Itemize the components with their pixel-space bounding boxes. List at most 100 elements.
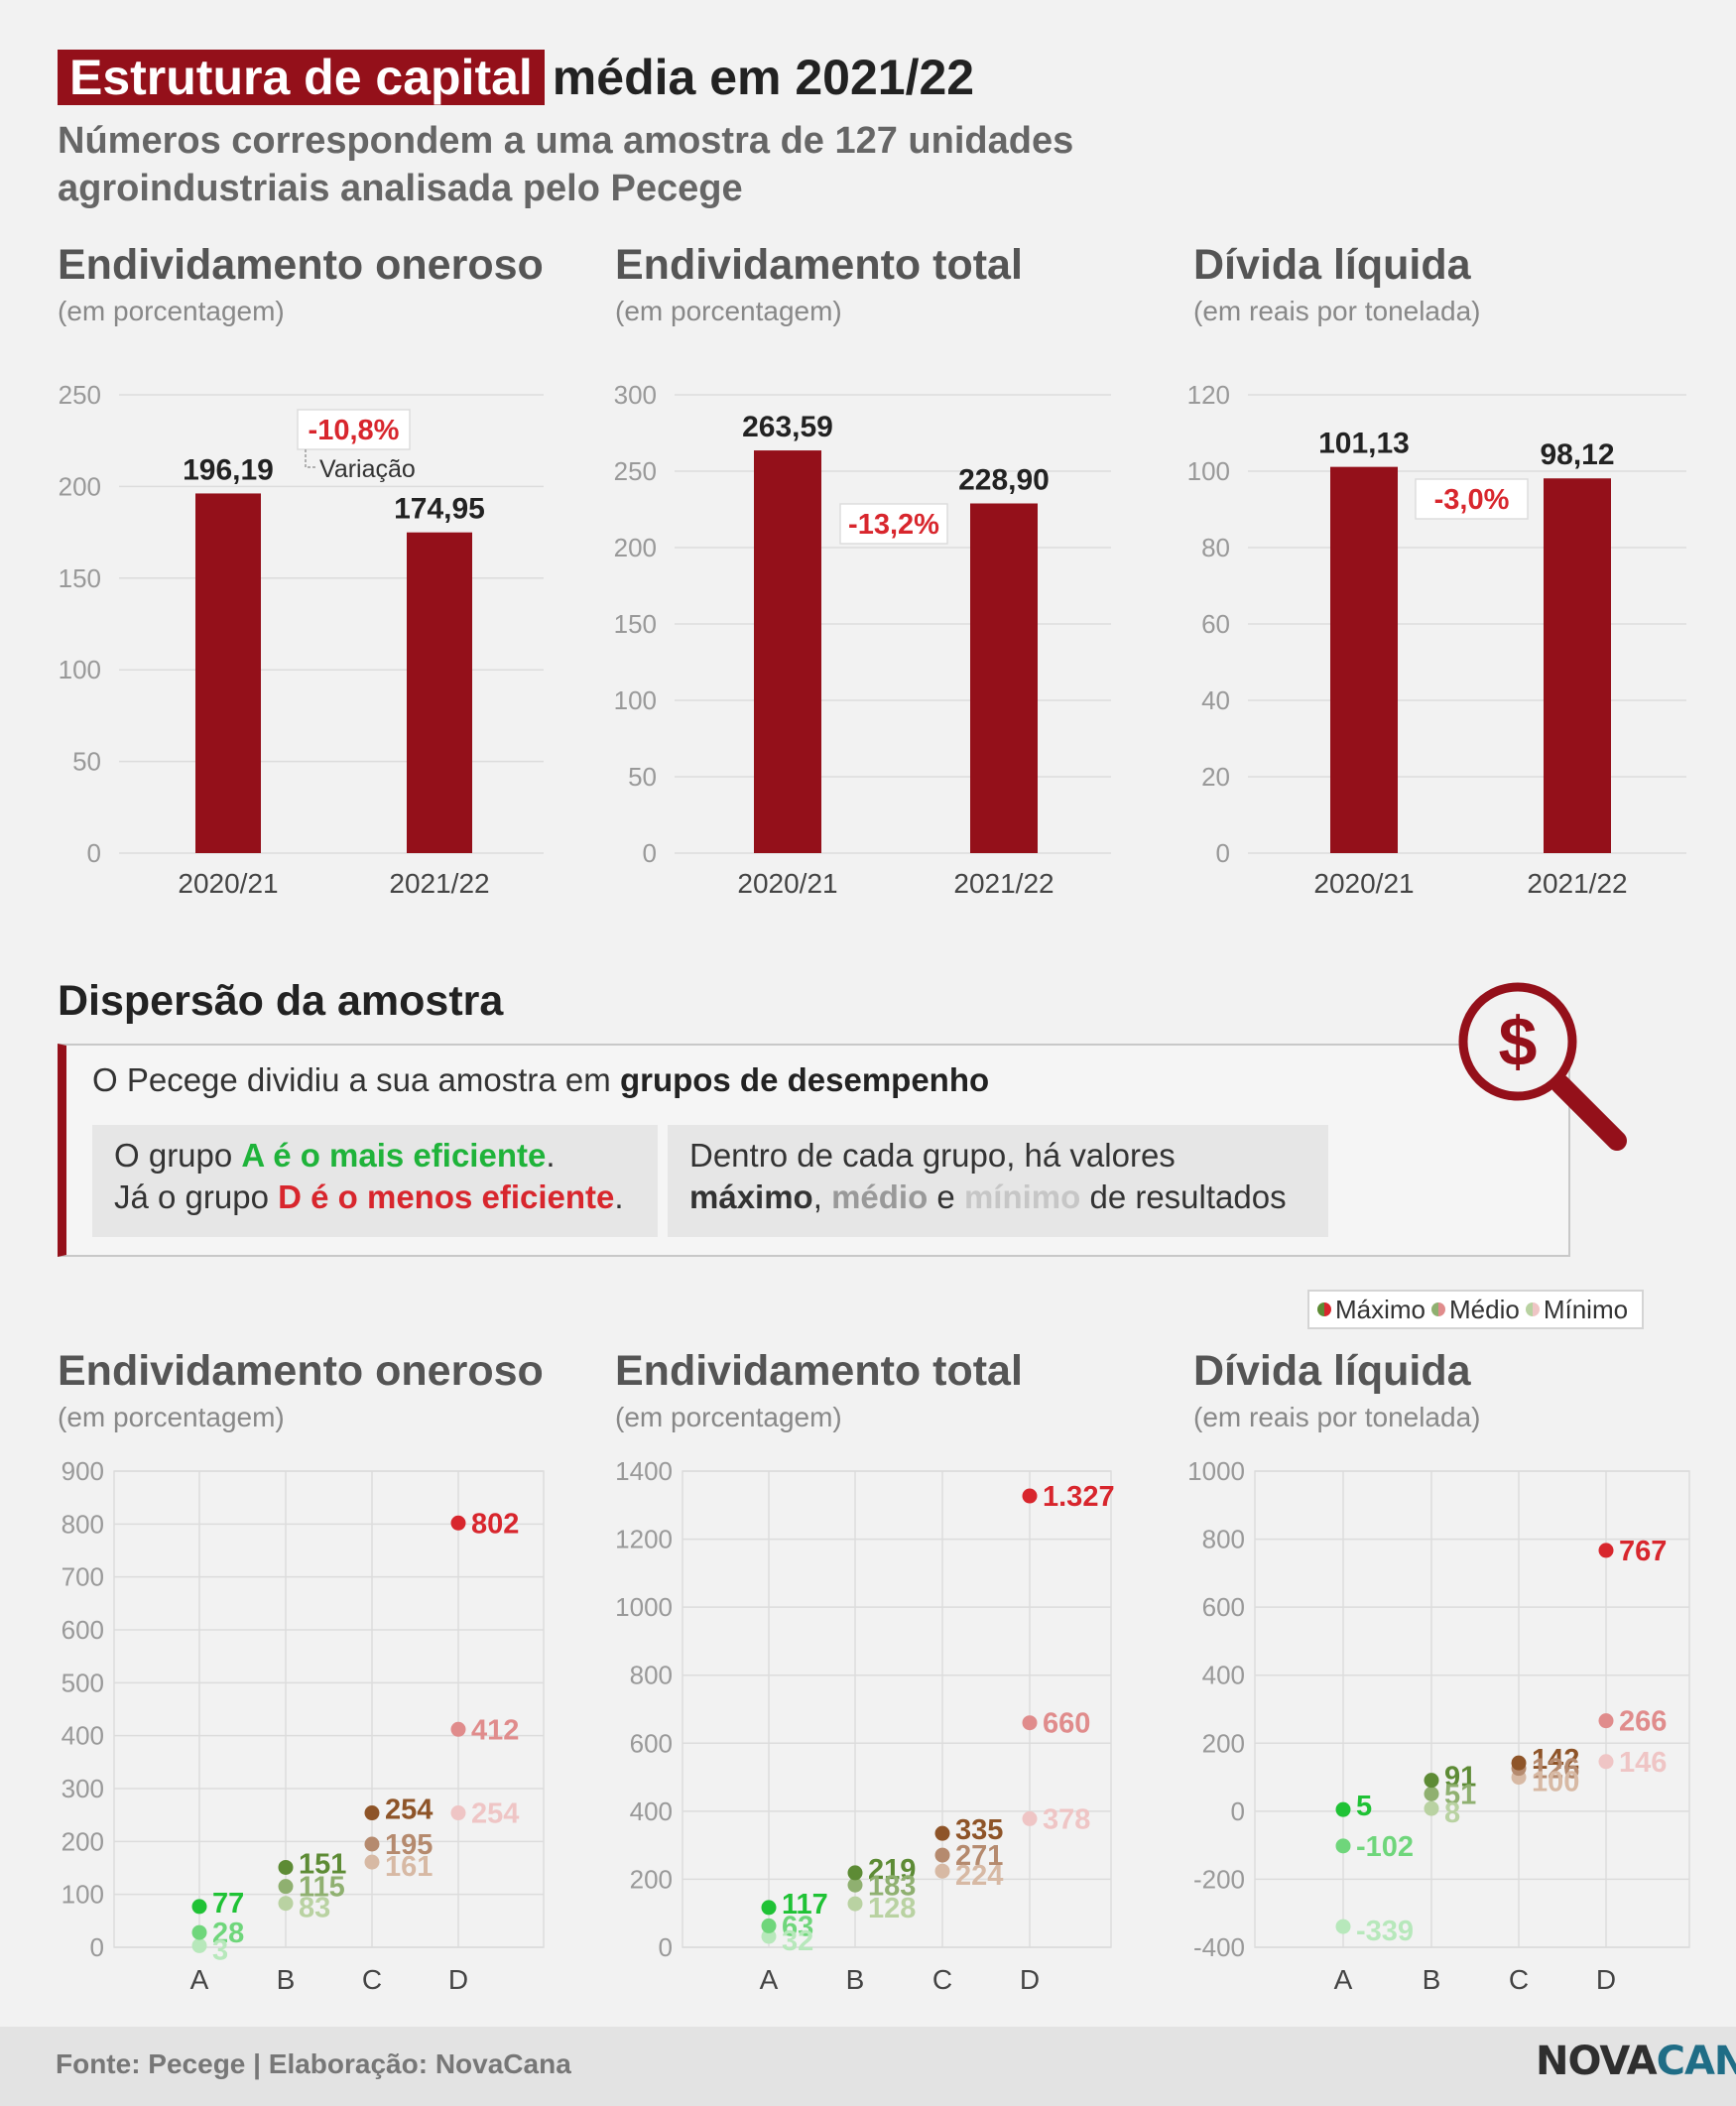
data-point: [191, 1924, 207, 1940]
data-label: 254: [471, 1798, 519, 1830]
bar-chart-1-title: Endividamento oneroso: [58, 241, 544, 289]
magnifier-dollar-icon: $: [1458, 982, 1627, 1151]
data-point: [1424, 1800, 1439, 1816]
data-point: [934, 1825, 950, 1841]
variation-label: -13,2%: [848, 509, 939, 541]
data-point: [1022, 1488, 1038, 1504]
y-tick-label: 80: [1201, 533, 1230, 562]
bar-chart-2-unit: (em porcentagem): [615, 296, 842, 326]
x-tick-label: A: [1334, 1964, 1353, 1995]
data-label: 32: [782, 1925, 813, 1957]
bar-chart-1-unit: (em porcentagem): [58, 296, 285, 326]
data-point: [1424, 1773, 1439, 1789]
y-tick-label: 900: [62, 1456, 104, 1486]
groups-panel: O grupo A é o mais eficiente. Já o grupo…: [92, 1125, 658, 1237]
y-tick-label: 200: [59, 471, 101, 501]
y-tick-label: -200: [1193, 1864, 1245, 1894]
bar-value-label: 196,19: [183, 453, 274, 486]
legend-min: Mínimo: [1525, 1295, 1628, 1325]
x-tick-label: B: [846, 1964, 865, 1995]
y-tick-label: 0: [1216, 838, 1230, 868]
data-label: 142: [1532, 1744, 1579, 1776]
y-tick-label: 600: [62, 1615, 104, 1645]
info-box: O Pecege dividiu a sua amostra em grupos…: [58, 1044, 1570, 1257]
data-label: 77: [212, 1888, 244, 1920]
bar-value-label: 98,12: [1540, 438, 1614, 471]
bar: [1330, 466, 1398, 853]
y-tick-label: 150: [614, 609, 657, 639]
scatter-chart-2-title: Endividamento total: [615, 1347, 1023, 1395]
x-tick-label: C: [932, 1964, 952, 1995]
data-label: 224: [955, 1860, 1003, 1892]
dispersion-title: Dispersão da amostra: [58, 977, 504, 1025]
data-point: [847, 1896, 863, 1912]
y-tick-label: 800: [62, 1509, 104, 1539]
x-tick-label: 2021/22: [389, 868, 489, 899]
data-point: [191, 1937, 207, 1953]
y-tick-label: 250: [614, 456, 657, 486]
dollar-symbol: $: [1499, 1003, 1538, 1080]
data-point: [450, 1805, 466, 1821]
data-label: 412: [471, 1714, 519, 1746]
data-label: 195: [385, 1829, 433, 1861]
y-tick-label: 50: [72, 747, 101, 777]
data-label: 51: [1444, 1779, 1476, 1810]
data-point: [364, 1836, 380, 1852]
page-subtitle: Números correspondem a uma amostra de 12…: [58, 120, 1074, 209]
bar-chart-3-unit: (em reais por tonelada): [1193, 296, 1481, 326]
data-point: [761, 1928, 777, 1944]
y-tick-label: 0: [1231, 1796, 1245, 1826]
y-tick-label: 1400: [615, 1456, 673, 1486]
data-point: [761, 1918, 777, 1933]
variation-connector: [305, 449, 315, 468]
page-title: Estrutura de capital média em 2021/22: [58, 50, 974, 105]
data-label: 63: [782, 1911, 813, 1942]
y-tick-label: 800: [1202, 1525, 1245, 1554]
y-tick-label: 200: [630, 1864, 673, 1894]
data-point: [278, 1896, 294, 1912]
data-point: [1598, 1754, 1614, 1770]
x-tick-label: B: [277, 1964, 296, 1995]
y-tick-label: 200: [614, 533, 657, 562]
y-tick-label: 800: [630, 1661, 673, 1690]
x-tick-label: 2020/21: [1313, 868, 1414, 899]
data-point: [278, 1859, 294, 1875]
scatter-chart-3-title: Dívida líquida: [1193, 1347, 1471, 1395]
x-tick-label: A: [760, 1964, 779, 1995]
data-label: 802: [471, 1508, 519, 1540]
data-point: [364, 1805, 380, 1821]
y-tick-label: 250: [59, 380, 101, 410]
footer-source: Fonte: Pecege | Elaboração: NovaCana: [56, 2048, 571, 2079]
y-tick-label: 120: [1187, 380, 1230, 410]
bar: [407, 532, 472, 853]
y-tick-label: 100: [1187, 456, 1230, 486]
y-tick-label: 40: [1201, 685, 1230, 715]
y-tick-label: 20: [1201, 762, 1230, 792]
data-point: [934, 1863, 950, 1879]
scatter-chart-1-unit: (em porcentagem): [58, 1402, 285, 1432]
variation-box: [1415, 478, 1529, 520]
footer: Fonte: Pecege | Elaboração: NovaCana NOV…: [0, 2027, 1736, 2106]
y-tick-label: 300: [62, 1774, 104, 1803]
data-label: 128: [868, 1893, 916, 1924]
variation-label: -3,0%: [1434, 484, 1510, 516]
variation-box: [297, 409, 411, 450]
data-label: 3: [212, 1934, 228, 1966]
scatter-chart-2-unit: (em porcentagem): [615, 1402, 842, 1432]
data-point: [191, 1899, 207, 1915]
y-tick-label: 0: [659, 1932, 673, 1962]
data-point: [278, 1879, 294, 1895]
data-label: 91: [1444, 1762, 1476, 1794]
data-point: [450, 1721, 466, 1737]
data-point: [847, 1877, 863, 1893]
bar: [1544, 478, 1611, 853]
data-label: 8: [1444, 1797, 1460, 1829]
data-label: 126: [1532, 1754, 1579, 1786]
data-label: 335: [955, 1814, 1003, 1846]
variation-label: -10,8%: [309, 415, 400, 446]
y-tick-label: 0: [87, 838, 101, 868]
y-tick-label: 400: [62, 1721, 104, 1751]
y-tick-label: 0: [643, 838, 657, 868]
title-rest: média em 2021/22: [552, 50, 975, 105]
legend-max-dot-icon: [1317, 1302, 1331, 1316]
